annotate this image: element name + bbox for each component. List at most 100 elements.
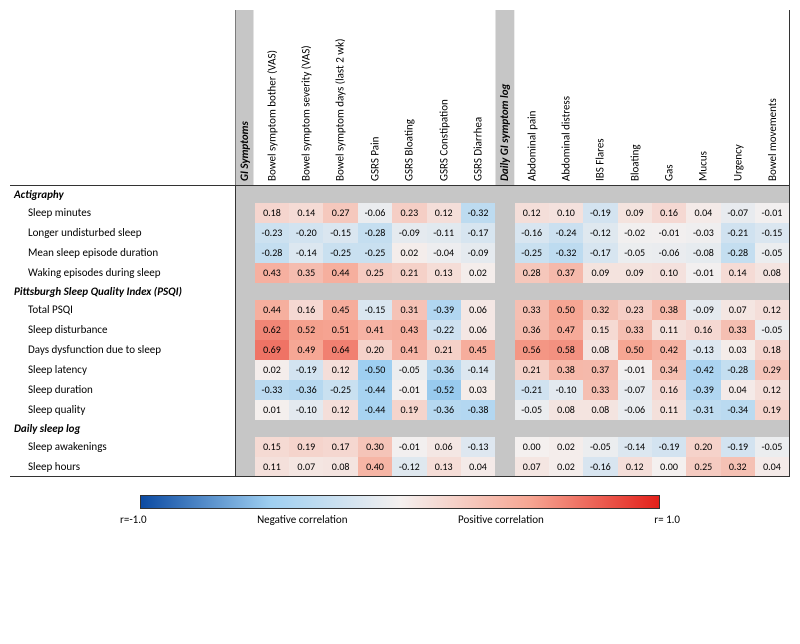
heatmap-cell: -0.14 — [461, 360, 495, 380]
heatmap-cell: 0.27 — [323, 203, 357, 223]
gap-cell — [461, 283, 495, 300]
heatmap-cell: -0.31 — [686, 400, 720, 420]
gap-cell — [235, 320, 254, 340]
heatmap-cell: 0.41 — [358, 320, 392, 340]
gap-cell — [549, 185, 583, 203]
heatmap-cell: 0.35 — [289, 263, 323, 283]
heatmap-cell: 0.21 — [515, 360, 549, 380]
heatmap-cell: 0.21 — [392, 263, 426, 283]
gap-cell — [721, 185, 755, 203]
heatmap-cell: 0.04 — [721, 380, 755, 400]
heatmap-cell: 0.62 — [255, 320, 289, 340]
heatmap-cell: -0.22 — [427, 320, 461, 340]
gap-cell — [235, 400, 254, 420]
heatmap-cell: -0.09 — [686, 300, 720, 320]
gap-cell — [392, 283, 426, 300]
legend-pos-label: Positive correlation — [458, 513, 544, 526]
heatmap-cell: -0.21 — [515, 380, 549, 400]
heatmap-cell: 0.08 — [755, 263, 790, 283]
heatmap-cell: -0.39 — [686, 380, 720, 400]
gap-cell — [235, 263, 254, 283]
heatmap-cell: 0.09 — [583, 263, 617, 283]
heatmap-cell: 0.11 — [255, 457, 289, 477]
gap-cell — [583, 283, 617, 300]
heatmap-cell: 0.13 — [427, 457, 461, 477]
gap-cell — [235, 360, 254, 380]
heatmap-cell: -0.13 — [686, 340, 720, 360]
heatmap-cell: 0.08 — [583, 400, 617, 420]
gap-cell — [427, 420, 461, 437]
gap-cell — [495, 340, 514, 360]
heatmap-cell: 0.32 — [721, 457, 755, 477]
legend-max-tick: r= 1.0 — [654, 513, 680, 526]
gap-cell — [652, 420, 686, 437]
gap-cell — [686, 283, 720, 300]
heatmap-cell: 0.64 — [323, 340, 357, 360]
legend-gradient-bar — [140, 495, 660, 509]
heatmap-cell: -0.15 — [323, 223, 357, 243]
heatmap-cell: 0.16 — [652, 380, 686, 400]
gap-cell — [686, 420, 720, 437]
gap-cell — [495, 223, 514, 243]
heatmap-cell: 0.04 — [686, 203, 720, 223]
heatmap-cell: -0.15 — [755, 223, 790, 243]
heatmap-cell: 0.50 — [549, 300, 583, 320]
gap-cell — [255, 420, 289, 437]
gap-cell — [618, 283, 652, 300]
gap-cell — [495, 185, 514, 203]
heatmap-cell: 0.12 — [755, 300, 790, 320]
gap-cell — [495, 263, 514, 283]
heatmap-cell: 0.37 — [549, 263, 583, 283]
gap-cell — [461, 185, 495, 203]
heatmap-cell: -0.09 — [392, 223, 426, 243]
heatmap-cell: 0.43 — [255, 263, 289, 283]
heatmap-cell: 0.33 — [721, 320, 755, 340]
gap-cell — [358, 283, 392, 300]
gap-cell — [461, 420, 495, 437]
gap-cell — [549, 420, 583, 437]
gap-cell — [255, 185, 289, 203]
heatmap-cell: 0.33 — [583, 380, 617, 400]
column-header: Bowel symptom days (last 2 wk) — [323, 10, 357, 185]
heatmap-cell: 0.10 — [652, 263, 686, 283]
heatmap-cell: 0.21 — [427, 340, 461, 360]
row-section-header: Pittsburgh Sleep Quality Index (PSQI) — [10, 283, 235, 300]
gap-cell — [323, 420, 357, 437]
heatmap-cell: -0.01 — [652, 223, 686, 243]
gap-cell — [583, 185, 617, 203]
heatmap-cell: 0.09 — [618, 263, 652, 283]
heatmap-cell: 0.02 — [392, 243, 426, 263]
heatmap-cell: -0.34 — [721, 400, 755, 420]
column-group-header: Daily GI symptom log — [495, 10, 514, 185]
gap-cell — [235, 420, 254, 437]
gap-cell — [323, 185, 357, 203]
heatmap-cell: -0.05 — [755, 243, 790, 263]
heatmap-cell: -0.28 — [721, 243, 755, 263]
gap-cell — [495, 437, 514, 457]
gap-cell — [235, 283, 254, 300]
heatmap-cell: 0.31 — [392, 300, 426, 320]
heatmap-cell: 0.15 — [583, 320, 617, 340]
heatmap-cell: 0.01 — [255, 400, 289, 420]
heatmap-cell: -0.01 — [755, 203, 790, 223]
column-header: GSRS Pain — [358, 10, 392, 185]
heatmap-cell: 0.04 — [755, 457, 790, 477]
gap-cell — [583, 420, 617, 437]
heatmap-cell: 0.33 — [515, 300, 549, 320]
heatmap-cell: 0.13 — [427, 263, 461, 283]
heatmap-cell: 0.52 — [289, 320, 323, 340]
gap-cell — [495, 203, 514, 223]
gap-cell — [323, 283, 357, 300]
heatmap-cell: 0.47 — [549, 320, 583, 340]
heatmap-cell: -0.10 — [289, 400, 323, 420]
heatmap-cell: 0.50 — [618, 340, 652, 360]
gap-cell — [235, 300, 254, 320]
heatmap-cell: 0.12 — [427, 203, 461, 223]
heatmap-cell: -0.20 — [289, 223, 323, 243]
gap-cell — [495, 380, 514, 400]
gap-cell — [427, 185, 461, 203]
row-label: Sleep quality — [10, 400, 235, 420]
heatmap-cell: -0.12 — [583, 223, 617, 243]
row-section-header: Actigraphy — [10, 185, 235, 203]
heatmap-cell: -0.11 — [427, 223, 461, 243]
